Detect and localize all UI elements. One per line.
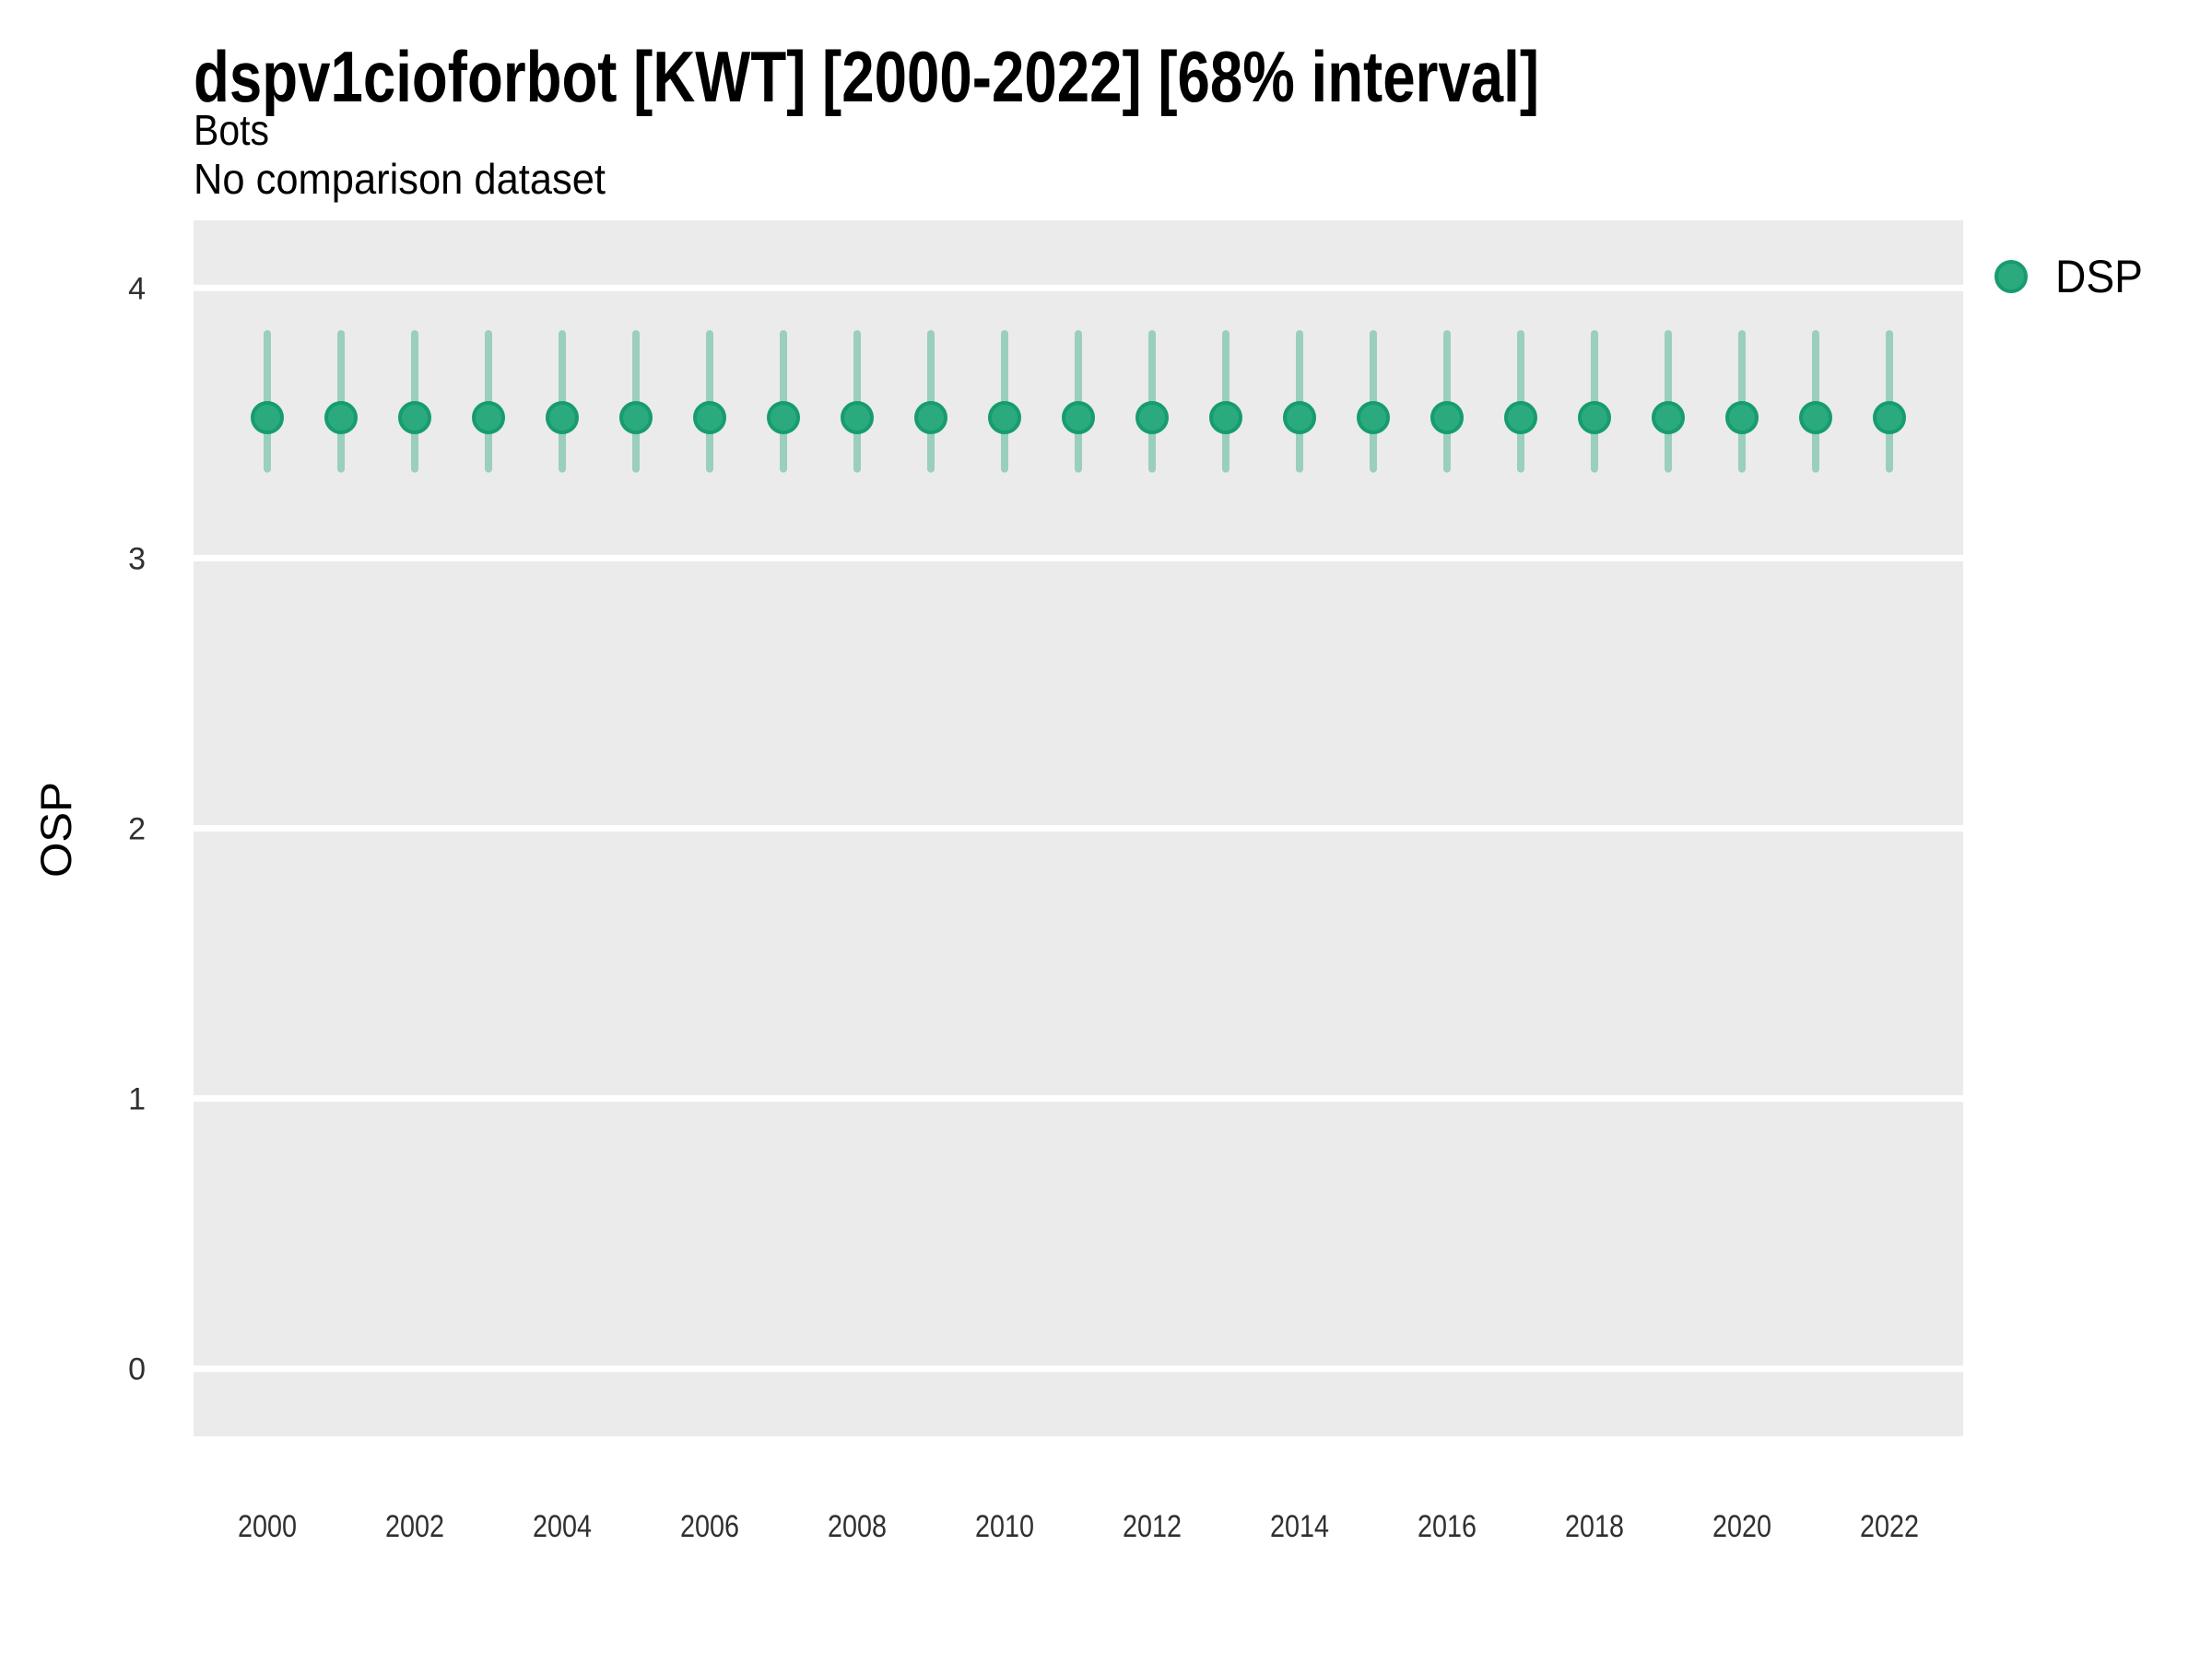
- chart-title: dspv1cioforbot [KWT] [2000-2022] [68% in…: [194, 36, 1539, 117]
- data-point-2020: [1725, 400, 1759, 434]
- data-point-2005: [619, 400, 653, 434]
- data-point-2006: [693, 400, 726, 434]
- x-tick-label-2008: 2008: [828, 1509, 887, 1544]
- data-point-2004: [546, 400, 579, 434]
- legend-point-icon: [1994, 260, 2028, 293]
- data-point-2003: [472, 400, 505, 434]
- data-point-2017: [1504, 400, 1537, 434]
- legend: DSP: [1994, 251, 2143, 302]
- data-point-2019: [1652, 400, 1685, 434]
- x-tick-label-2010: 2010: [975, 1509, 1034, 1544]
- data-point-2021: [1799, 400, 1832, 434]
- data-point-2018: [1578, 400, 1611, 434]
- x-tick-label-2002: 2002: [385, 1509, 444, 1544]
- gridline-y-2: [194, 825, 1963, 832]
- data-point-2013: [1209, 400, 1242, 434]
- y-tick-label-4: 4: [128, 271, 146, 306]
- data-point-2010: [988, 400, 1021, 434]
- data-point-2014: [1283, 400, 1316, 434]
- data-point-2015: [1357, 400, 1390, 434]
- data-point-2000: [251, 400, 284, 434]
- x-tick-label-2006: 2006: [680, 1509, 739, 1544]
- y-tick-label-1: 1: [128, 1082, 146, 1117]
- data-point-2008: [841, 400, 874, 434]
- chart-subtitle: Bots: [194, 106, 269, 154]
- axis-tick-labels: 0 1 2 3 4 2000 2002 2004 2006 2008 2010 2012 2014 201…: [128, 271, 1919, 1544]
- gridline-y-1: [194, 1095, 1963, 1103]
- x-tick-label-2004: 2004: [533, 1509, 592, 1544]
- y-axis-title: OSP: [31, 782, 80, 878]
- y-tick-label-0: 0: [128, 1352, 146, 1387]
- data-series-dsp: [251, 330, 1906, 473]
- data-point-2011: [1062, 400, 1095, 434]
- data-point-2007: [767, 400, 800, 434]
- gridline-y-4: [194, 284, 1963, 291]
- data-point-2016: [1430, 400, 1464, 434]
- x-tick-label-2018: 2018: [1565, 1509, 1624, 1544]
- data-point-2012: [1135, 400, 1169, 434]
- x-tick-label-2014: 2014: [1270, 1509, 1329, 1544]
- x-tick-label-2022: 2022: [1860, 1509, 1919, 1544]
- gridline-y-0: [194, 1365, 1963, 1373]
- data-point-2009: [914, 400, 947, 434]
- x-tick-label-2012: 2012: [1123, 1509, 1182, 1544]
- x-tick-label-2000: 2000: [238, 1509, 297, 1544]
- x-tick-label-2016: 2016: [1418, 1509, 1477, 1544]
- data-point-2022: [1873, 400, 1906, 434]
- y-tick-label-3: 3: [128, 541, 146, 576]
- legend-label-dsp: DSP: [2055, 251, 2143, 302]
- data-point-2002: [398, 400, 431, 434]
- data-point-2001: [324, 400, 358, 434]
- comparison-note: No comparison dataset: [194, 155, 606, 203]
- gridline-y-3: [194, 554, 1963, 561]
- x-tick-label-2020: 2020: [1712, 1509, 1771, 1544]
- y-tick-label-2: 2: [128, 812, 146, 847]
